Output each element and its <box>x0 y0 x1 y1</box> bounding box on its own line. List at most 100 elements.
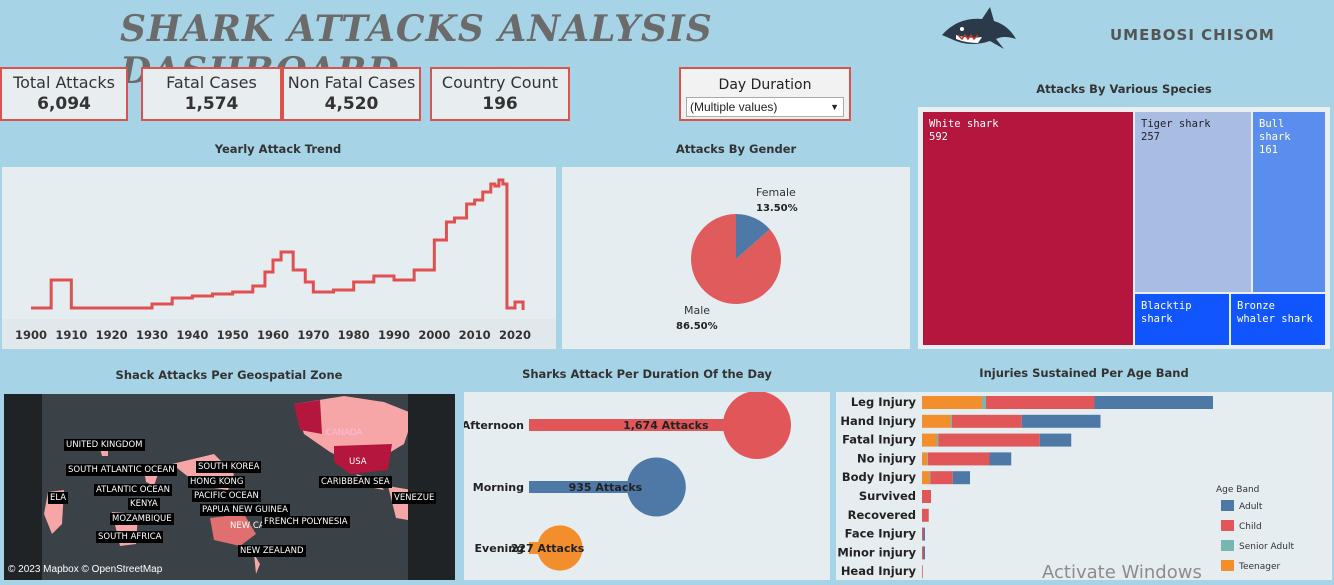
kpi-non-fatal-cases: Non Fatal Cases 4,520 <box>282 67 421 121</box>
kpi-value: 6,094 <box>37 94 91 114</box>
pie-label-male: Male <box>684 304 710 317</box>
species-title: Attacks By Various Species <box>1036 82 1212 96</box>
injuries-panel: Leg Injury Hand Injury Fatal Injury No inju… <box>836 392 1332 580</box>
kpi-fatal-cases: Fatal Cases 1,574 <box>141 67 282 121</box>
yearly-trend-chart: 1900 1910 1920 1930 1940 1950 1960 1970 1980 1990… <box>2 178 556 349</box>
x-tick-label: 1910 <box>55 328 87 342</box>
treemap-name: White shark <box>929 118 999 130</box>
injury-bar-segment <box>922 527 924 541</box>
legend-swatch <box>1221 560 1234 571</box>
x-tick-label: 2010 <box>459 328 491 342</box>
legend-swatch <box>1221 520 1234 531</box>
filter-value: (Multiple values) <box>690 100 778 114</box>
map-label: MOZAMBIQUE <box>110 513 174 525</box>
treemap-value: 592 <box>929 131 948 143</box>
map-label: VENEZUE <box>392 492 437 504</box>
geo-title: Shack Attacks Per Geospatial Zone <box>115 368 343 382</box>
x-tick-label: 1960 <box>257 328 289 342</box>
duration-title: Sharks Attack Per Duration Of the Day <box>522 367 772 381</box>
treemap-white-shark: White shark 592 <box>923 112 1133 345</box>
injury-category-label: Minor injury <box>837 545 916 559</box>
filter-label: Day Duration <box>718 77 812 93</box>
legend-label: Teenager <box>1238 562 1281 572</box>
map-label: ELA <box>48 492 69 504</box>
species-treemap: White shark 592 Tiger shark 257 Bull sha… <box>918 107 1330 349</box>
map-label: SOUTH ATLANTIC OCEAN <box>66 464 177 476</box>
treemap-tiger-shark: Tiger shark 257 <box>1135 112 1251 292</box>
map-label: SOUTH AFRICA <box>96 531 164 543</box>
injury-bar-segment <box>985 396 1095 409</box>
legend-label: Child <box>1239 522 1262 532</box>
x-tick-label: 1930 <box>136 328 168 342</box>
injury-bar-segment <box>952 414 1022 428</box>
injury-bar-segment <box>922 414 951 428</box>
treemap-bronze-whaler-shark: Bronze whaler shark <box>1231 294 1325 345</box>
kpi-label: Total Attacks <box>13 73 115 92</box>
legend-title: Age Band <box>1216 485 1259 495</box>
injury-category-label: Survived <box>859 489 916 503</box>
injury-category-label: Head Injury <box>841 564 917 578</box>
map-label: HONG KONG <box>188 476 246 488</box>
day-duration-select[interactable]: (Multiple values) ▼ <box>686 97 844 117</box>
kpi-label: Country Count <box>441 73 559 92</box>
treemap-value: 257 <box>1141 131 1160 143</box>
injury-bar-segment <box>938 433 1040 447</box>
injury-bar-segment <box>930 471 953 485</box>
gender-panel: Female 13.50% Male 86.50% <box>562 167 910 349</box>
duration-category-label: Afternoon <box>464 419 524 432</box>
geo-map[interactable]: UNITED KINGDOM SOUTH ATLANTIC OCEAN ATLA… <box>4 394 455 580</box>
pie-value-female: 13.50% <box>756 203 798 214</box>
x-tick-label: 1970 <box>297 328 329 342</box>
treemap-value: 161 <box>1259 144 1278 156</box>
injury-bar-segment <box>922 565 923 579</box>
injury-bar-segment <box>922 433 937 447</box>
injury-bar-segment <box>937 433 939 447</box>
injury-bar-segment <box>929 471 931 485</box>
treemap-bull-shark: Bull shark 161 <box>1253 112 1325 292</box>
legend-swatch <box>1221 540 1234 551</box>
treemap-blacktip-shark: Blacktip shark <box>1135 294 1229 345</box>
treemap-name: Bull shark <box>1259 118 1291 143</box>
legend-swatch <box>1221 500 1234 511</box>
x-tick-label: 1950 <box>217 328 249 342</box>
treemap-name: Tiger shark <box>1141 118 1211 130</box>
injury-category-label: Fatal Injury <box>842 433 916 447</box>
kpi-label: Fatal Cases <box>166 73 257 92</box>
duration-bubble <box>723 391 791 459</box>
injury-bar-segment <box>922 546 924 560</box>
injury-category-label: Body Injury <box>842 470 917 484</box>
injury-bar-segment <box>989 452 1012 466</box>
injury-bar-segment <box>923 546 925 560</box>
author-name: UMEBOSI CHISOM <box>1110 26 1275 44</box>
map-label: CANADA <box>326 428 363 438</box>
pie-label-female: Female <box>756 186 796 199</box>
map-label: PAPUA NEW GUINEA <box>200 504 290 516</box>
duration-value-label: 227 Attacks <box>511 542 585 555</box>
injury-bar-segment <box>922 490 931 503</box>
pie-value-male: 86.50% <box>676 321 718 332</box>
duration-value-label: 1,674 Attacks <box>623 419 709 432</box>
x-tick-label: 1990 <box>378 328 410 342</box>
duration-category-label: Morning <box>473 481 524 494</box>
injury-category-label: Face Injury <box>845 527 917 541</box>
kpi-value: 4,520 <box>324 94 379 114</box>
x-tick-label: 2020 <box>499 328 531 342</box>
injury-bar-segment <box>950 414 952 428</box>
x-tick-label: 1920 <box>96 328 128 342</box>
duration-panel: Afternoon 1,674 Attacks Morning 935 Attacks… <box>462 391 830 580</box>
map-label: NEW ZEALAND <box>238 545 306 557</box>
chevron-down-icon[interactable]: ▼ <box>830 102 839 112</box>
injury-category-label: Leg Injury <box>851 395 917 409</box>
injury-bar-segment <box>927 452 928 466</box>
injury-category-label: Recovered <box>848 508 916 522</box>
injury-category-label: Hand Injury <box>840 414 916 428</box>
map-label: FRENCH POLYNESIA <box>262 516 350 528</box>
day-duration-filter: Day Duration (Multiple values) ▼ <box>679 67 851 121</box>
x-tick-label: 1980 <box>338 328 370 342</box>
yearly-trend-line <box>31 178 525 310</box>
injury-bar-segment <box>922 396 982 409</box>
map-attribution: © 2023 Mapbox © OpenStreetMap <box>8 564 163 575</box>
map-label: KENYA <box>128 498 160 510</box>
map-label: ATLANTIC OCEAN <box>94 484 172 496</box>
injury-bar-segment <box>1094 396 1213 409</box>
